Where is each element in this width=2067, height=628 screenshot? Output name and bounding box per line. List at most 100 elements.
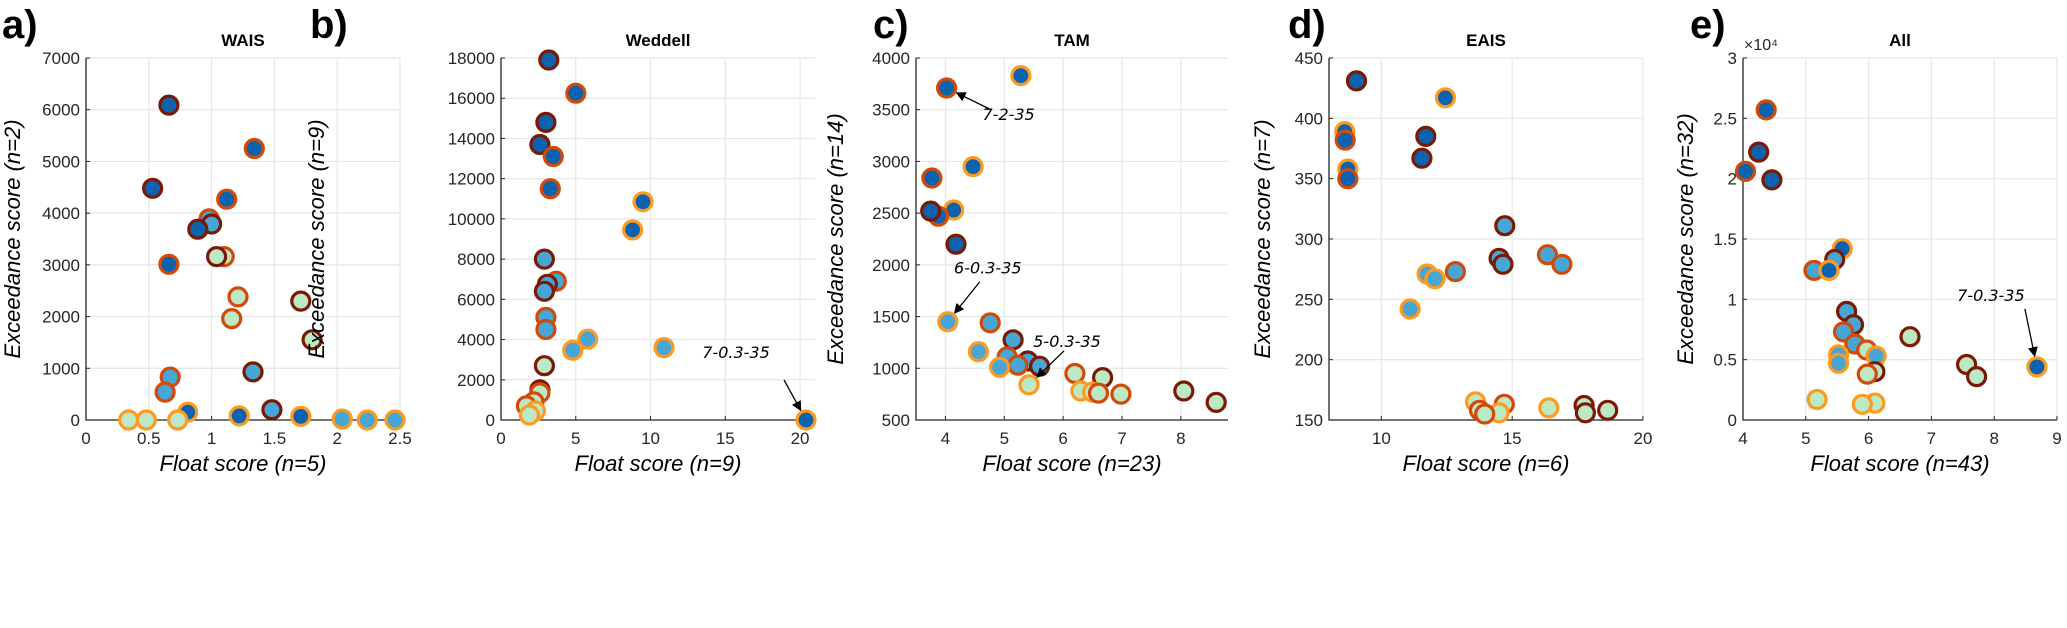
x-tick-label: 7 xyxy=(1117,429,1126,448)
data-point xyxy=(228,405,250,427)
data-point xyxy=(562,339,584,361)
y-axis-label: Exceedance score (n=32) xyxy=(1673,113,1698,364)
axis-lines xyxy=(85,58,400,421)
y-tick-label: 1.5 xyxy=(1713,230,1737,249)
data-point xyxy=(535,318,557,341)
data-point xyxy=(1597,399,1619,421)
data-point xyxy=(1064,362,1086,385)
y-tick-label: 7000 xyxy=(42,49,80,68)
grid xyxy=(85,57,401,421)
panel-title: Weddell xyxy=(626,31,691,50)
data-point xyxy=(1761,169,1783,191)
annotations: 7-0.3-35 xyxy=(1957,286,2038,358)
x-tick-label: 20 xyxy=(1634,429,1653,448)
y-tick-label: 300 xyxy=(1295,230,1323,249)
data-point xyxy=(1345,70,1368,92)
y-axis-label: Exceedance score (n=2) xyxy=(0,119,25,358)
data-point xyxy=(1002,329,1024,351)
data-point xyxy=(538,49,560,71)
data-point xyxy=(187,218,209,240)
axes xyxy=(85,57,401,421)
x-tick-label: 10 xyxy=(641,429,660,448)
y-tick-label: 0.5 xyxy=(1713,351,1737,370)
data-point xyxy=(945,233,967,255)
data-point xyxy=(937,311,959,333)
x-tick-label: 15 xyxy=(716,429,735,448)
grid xyxy=(1742,57,2058,421)
y-tick-label: 1 xyxy=(1728,290,1737,309)
panel-letter: e) xyxy=(1690,3,1726,47)
data-point xyxy=(1434,87,1457,109)
y-tick-label: 1000 xyxy=(42,359,80,378)
data-point xyxy=(1444,261,1467,283)
data-point xyxy=(1965,366,1988,388)
x-tick-label: 8 xyxy=(1176,429,1185,448)
data-point xyxy=(1007,354,1029,376)
tick-labels: 10 15 20 150 200 250 300 350 400 450 xyxy=(1295,49,1653,448)
annotation-label: 7-0.3-35 xyxy=(1957,286,2025,305)
data-point xyxy=(1399,298,1421,320)
annotation-label: 6-0.3-35 xyxy=(954,259,1022,278)
points xyxy=(118,94,406,431)
x-tick-label: 1 xyxy=(207,429,216,448)
y-tick-label: 14000 xyxy=(448,129,495,148)
data-point xyxy=(535,111,557,134)
data-point xyxy=(1851,393,1873,415)
y-tick-label: 500 xyxy=(882,411,910,430)
x-tick-label: 15 xyxy=(1503,429,1522,448)
data-point xyxy=(1856,363,1878,385)
axis-lines xyxy=(500,58,815,421)
data-point xyxy=(1818,259,1840,281)
data-point xyxy=(1018,374,1040,396)
x-tick-label: 1.5 xyxy=(263,429,287,448)
data-point xyxy=(1536,244,1559,266)
panel-e: e) All ×10⁴ Float score (n=43) Exceedanc… xyxy=(1673,3,2062,476)
data-point xyxy=(158,253,180,275)
panel-d: d) EAIS Float score (n=6) Exceedance sco… xyxy=(1250,3,1652,476)
data-point xyxy=(577,328,599,350)
data-point xyxy=(243,137,265,160)
data-point xyxy=(935,77,958,99)
annotation-arrow xyxy=(955,92,992,111)
x-tick-label: 5 xyxy=(1000,429,1009,448)
data-point xyxy=(1492,253,1514,275)
y-tick-label: 12000 xyxy=(448,170,495,189)
x-tick-label: 6 xyxy=(1058,429,1067,448)
grid xyxy=(1329,57,1644,421)
data-point xyxy=(290,290,312,312)
y-axis-label: Exceedance score (n=7) xyxy=(1250,119,1275,358)
data-point xyxy=(227,286,249,308)
y-tick-label: 4000 xyxy=(457,331,495,350)
x-tick-label: 8 xyxy=(1989,429,1998,448)
data-point xyxy=(1337,168,1359,190)
data-point xyxy=(118,409,140,431)
data-point xyxy=(921,167,943,189)
data-point xyxy=(1755,99,1777,121)
data-point xyxy=(135,409,157,431)
y-axis-exponent: ×10⁴ xyxy=(1744,37,1778,54)
y-tick-label: 6000 xyxy=(42,101,80,120)
panel-letter: c) xyxy=(873,3,909,47)
data-point xyxy=(384,409,406,431)
data-point xyxy=(539,178,561,200)
data-point xyxy=(1411,147,1433,169)
data-point xyxy=(1110,383,1132,405)
data-point xyxy=(1899,326,1921,348)
x-axis-label: Float score (n=43) xyxy=(1810,451,1989,476)
y-tick-label: 8000 xyxy=(457,250,495,269)
y-tick-label: 0 xyxy=(1728,411,1737,430)
x-tick-label: 2.5 xyxy=(388,429,412,448)
annotation-label: 7-0.3-35 xyxy=(702,343,770,362)
x-tick-label: 0.5 xyxy=(137,429,161,448)
y-tick-label: 0 xyxy=(486,411,495,430)
y-tick-label: 450 xyxy=(1295,49,1323,68)
x-tick-label: 20 xyxy=(791,429,810,448)
data-point xyxy=(142,177,164,199)
x-tick-label: 4 xyxy=(941,429,950,448)
annotation-label: 5-0.3-35 xyxy=(1033,332,1101,351)
annotation-arrow xyxy=(2024,308,2038,358)
y-tick-label: 250 xyxy=(1295,290,1323,309)
data-point xyxy=(533,248,556,270)
data-point xyxy=(1748,141,1770,163)
